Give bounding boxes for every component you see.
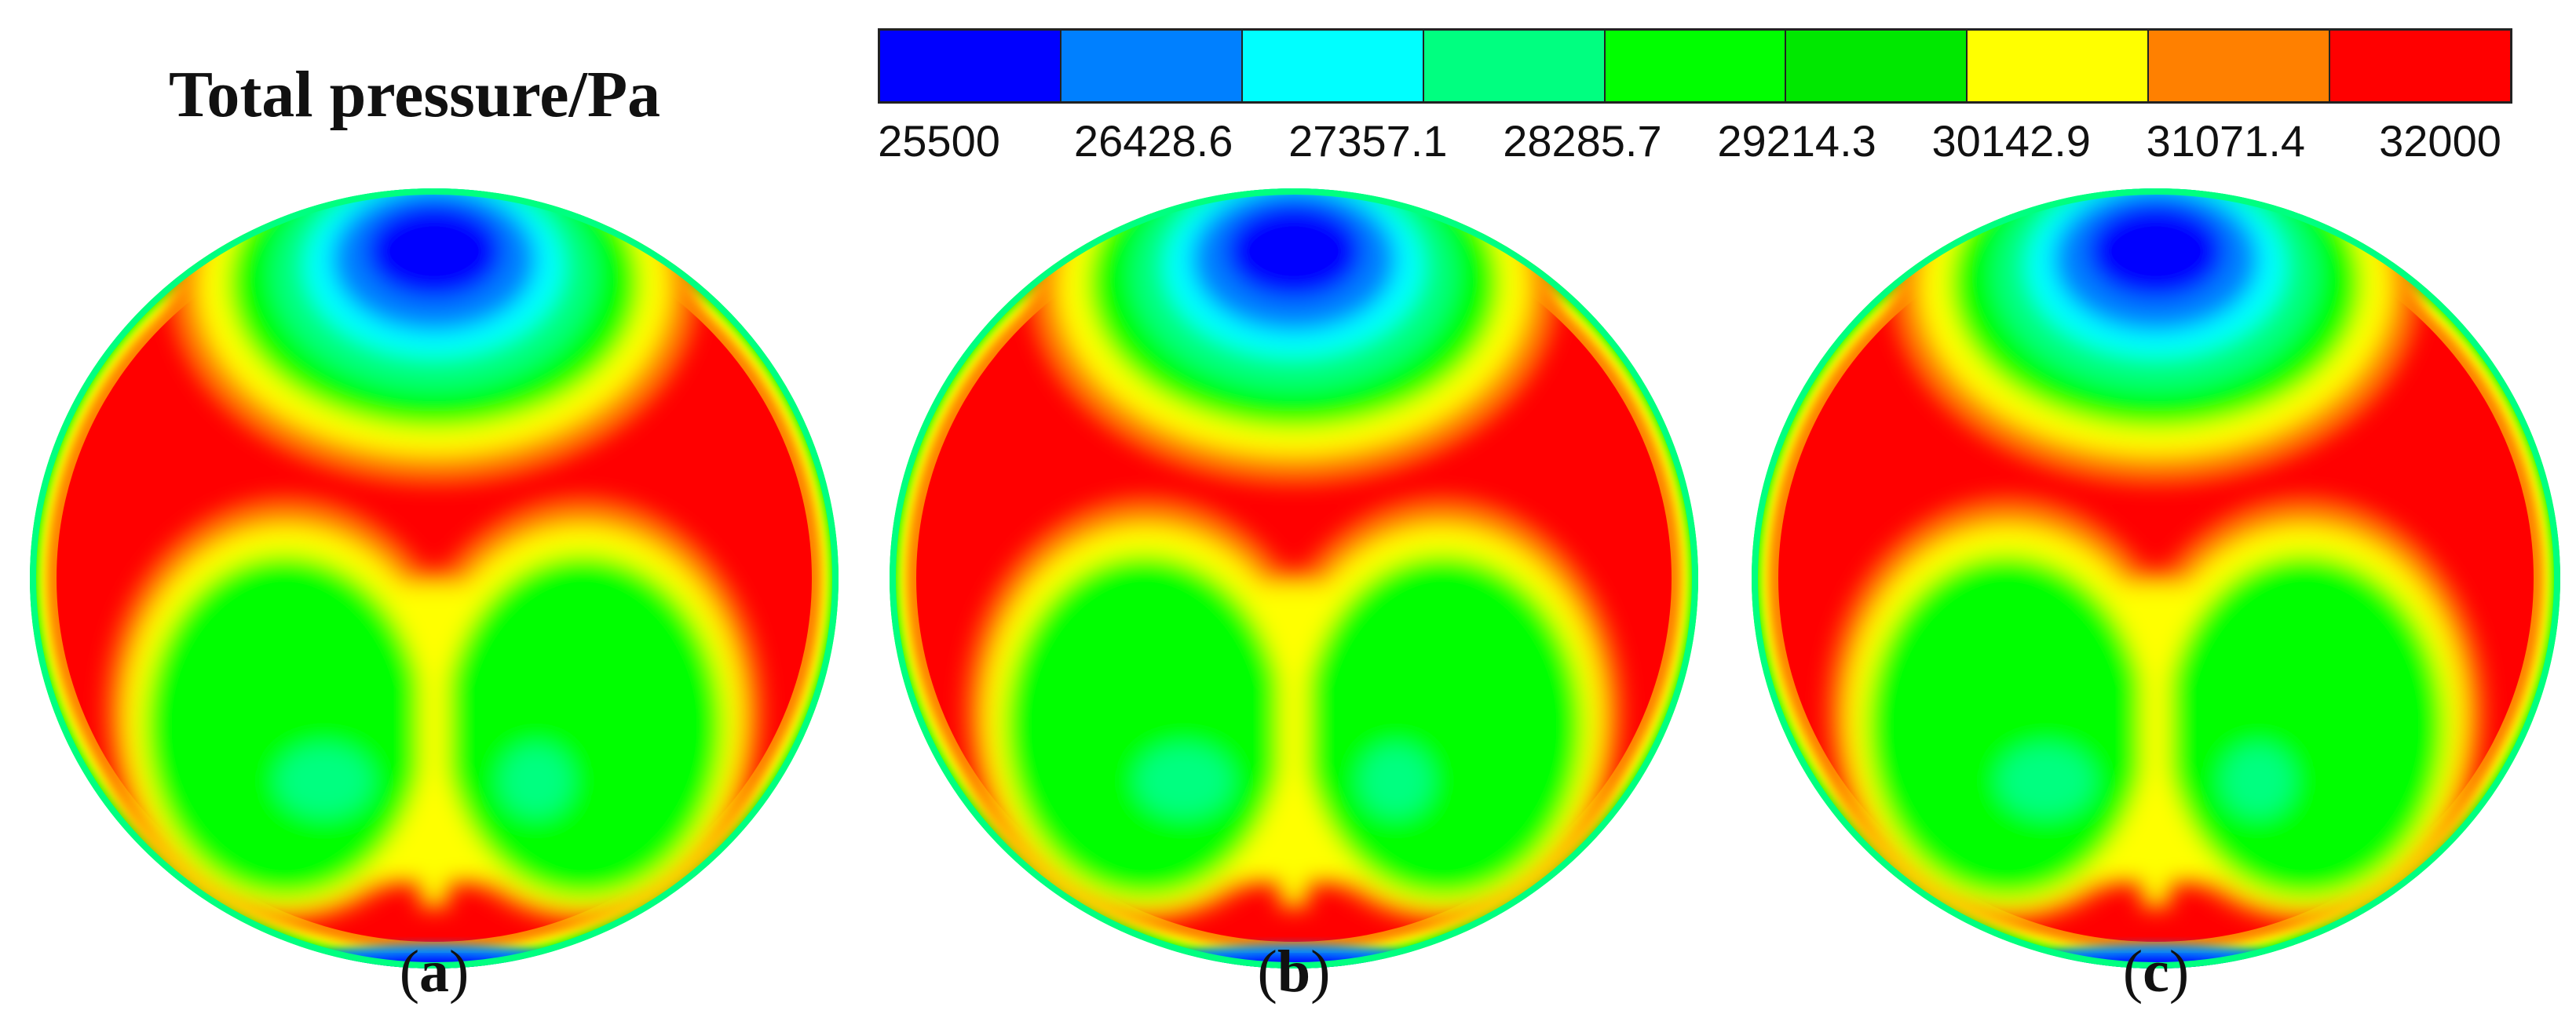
colorbar-swatch: [2329, 28, 2513, 104]
colorbar-swatch: [2148, 28, 2330, 104]
colorbar-tick-label: 28285.7: [1503, 116, 1662, 166]
contour-panel: [886, 177, 1702, 977]
colorbar-tick-label: 29214.3: [1717, 116, 1876, 166]
colorbar-tick-label: 27357.1: [1288, 116, 1448, 166]
panel-label: (b): [1257, 939, 1331, 1005]
colorbar-swatch: [1967, 28, 2149, 104]
colorbar-swatch: [1785, 28, 1968, 104]
colorbar-tick-label: 25500: [878, 116, 1000, 166]
contour-panel: [26, 177, 842, 977]
colorbar-swatch: [1241, 28, 1423, 104]
colorbar-tick-label: 31071.4: [2146, 116, 2306, 166]
colorbar-swatch: [1060, 28, 1242, 104]
panel-label: (c): [2122, 939, 2190, 1005]
colorbar-swatch: [1423, 28, 1605, 104]
colorbar-tick-label: 30142.9: [1931, 116, 2091, 166]
contour-panel: [1748, 177, 2564, 977]
colorbar-swatch: [1604, 28, 1786, 104]
colorbar-tick-label: 32000: [2379, 116, 2501, 166]
panel-label: (a): [399, 939, 470, 1005]
figure-title: Total pressure/Pa: [169, 58, 661, 131]
colorbar: [878, 28, 2513, 104]
colorbar-tick-label: 26428.6: [1073, 116, 1233, 166]
colorbar-legend: [878, 28, 2513, 104]
colorbar-swatch: [878, 28, 1061, 104]
